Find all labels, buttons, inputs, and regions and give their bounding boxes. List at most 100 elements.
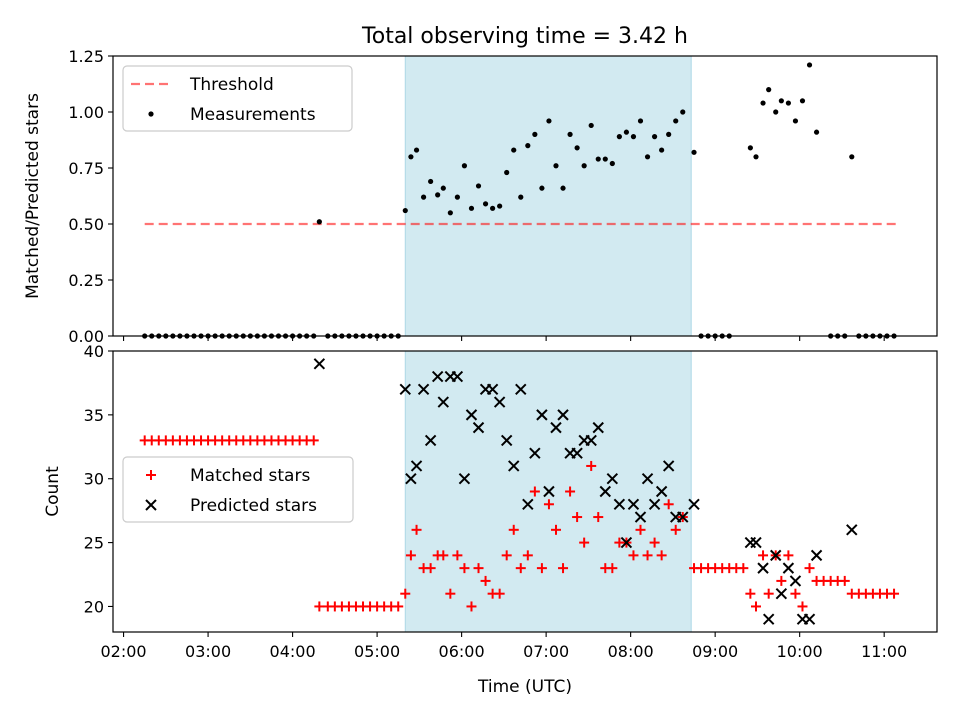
predicted-point <box>613 498 626 510</box>
predicted-point <box>493 396 506 408</box>
measurement-point <box>778 98 784 104</box>
measurement-point <box>760 100 766 106</box>
predicted-point <box>648 498 661 510</box>
measurement-point <box>461 163 468 169</box>
predicted-point <box>627 498 640 510</box>
predicted-point <box>803 613 816 625</box>
predicted-point <box>410 460 423 472</box>
predicted-point <box>500 434 513 447</box>
matched-point <box>425 563 436 574</box>
matched-point <box>642 550 653 561</box>
matched-point <box>459 563 470 574</box>
measurement-point <box>413 147 420 153</box>
y-tick-label: 20 <box>84 597 104 616</box>
matched-point <box>579 537 590 548</box>
measurement-point <box>490 205 496 211</box>
matched-point <box>515 563 526 574</box>
y-tick-label: 0.50 <box>68 215 104 234</box>
predicted-point <box>472 421 485 434</box>
measurement-point <box>525 143 531 149</box>
y-tick-label: 0.25 <box>68 271 104 290</box>
predicted-point <box>762 613 775 625</box>
matched-point <box>607 563 618 574</box>
measurement-point <box>402 207 408 214</box>
x-axis-ticks-top <box>123 336 885 341</box>
matched-point <box>508 524 519 535</box>
count-points <box>139 358 900 625</box>
measurement-point <box>574 145 580 151</box>
predicted-point <box>592 421 604 434</box>
measurement-point <box>447 210 453 216</box>
measurement-point <box>420 194 427 200</box>
x-tick-label: 06:00 <box>439 642 485 661</box>
measurement-point <box>785 100 791 106</box>
predicted-point <box>585 434 597 447</box>
measurement-point <box>680 109 686 115</box>
measurement-point <box>609 160 615 167</box>
matched-point <box>572 512 583 523</box>
predicted-point <box>405 473 417 485</box>
predicted-point <box>782 562 795 574</box>
matched-point <box>635 524 646 535</box>
matched-point <box>405 550 416 561</box>
measurement-point <box>616 134 622 140</box>
predicted-point <box>634 511 647 523</box>
matched-point <box>565 486 576 497</box>
predicted-point <box>417 383 430 396</box>
matched-point <box>494 588 505 599</box>
predicted-point <box>620 536 633 549</box>
legend-frame <box>122 65 353 132</box>
measurement-point <box>773 109 779 115</box>
y-tick-label: 0.75 <box>68 159 104 178</box>
measurement-point <box>316 219 322 225</box>
matched-point <box>628 550 639 561</box>
y-axis-ticks-top: 0.00 0.25 0.50 0.75 1.00 1.25 <box>68 47 113 346</box>
x-tick-label: 04:00 <box>270 642 316 661</box>
measurement-point <box>511 147 517 153</box>
measurement-point <box>691 149 697 155</box>
matched-point <box>480 575 491 586</box>
matched-point <box>670 524 681 535</box>
top-axes-frame <box>112 55 938 337</box>
measurement-point <box>849 154 855 160</box>
matched-point <box>445 588 456 599</box>
y-tick-label: 35 <box>84 406 104 425</box>
predicted-point <box>536 409 548 421</box>
measurement-point <box>813 129 820 135</box>
predicted-point <box>557 409 569 421</box>
predicted-point <box>655 485 668 498</box>
measurement-point <box>504 169 510 176</box>
matched-point <box>593 512 604 523</box>
y-tick-label: 1.25 <box>68 47 104 66</box>
x-tick-label: 03:00 <box>185 642 231 661</box>
predicted-point <box>677 511 689 523</box>
legend-threshold-label: Threshold <box>189 75 274 95</box>
measurement-point <box>497 203 503 209</box>
predicted-point <box>399 383 411 396</box>
y-tick-label: 30 <box>84 470 104 489</box>
x-tick-label: 09:00 <box>692 642 738 661</box>
measurement-points <box>142 62 897 339</box>
measurement-point <box>518 194 524 200</box>
y-axis-label-bottom: Count <box>43 466 63 517</box>
matched-point <box>738 563 749 574</box>
predicted-point <box>810 549 823 562</box>
matched-point <box>804 563 815 574</box>
matched-point <box>393 601 404 612</box>
count-panel: 20 25 30 35 40 02:00 03:00 04:00 05:00 06:00 07:0… <box>43 342 938 697</box>
matched-point <box>558 563 569 574</box>
ratio-panel: 0.00 0.25 0.50 0.75 1.00 1.25 Matched/Predict… <box>23 47 938 346</box>
measurement-point <box>454 194 460 200</box>
measurement-point <box>753 154 759 160</box>
measurement-point <box>666 131 672 137</box>
measurement-point <box>588 122 594 129</box>
x-tick-label: 02:00 <box>101 642 147 661</box>
x-tick-label: 11:00 <box>861 642 907 661</box>
x-tick-label: 08:00 <box>608 642 654 661</box>
legend-top: Threshold Measurements <box>122 65 353 132</box>
predicted-point <box>515 383 527 396</box>
x-axis-label: Time (UTC) <box>477 677 572 697</box>
matched-point <box>797 601 808 612</box>
measurement-point <box>602 156 608 162</box>
